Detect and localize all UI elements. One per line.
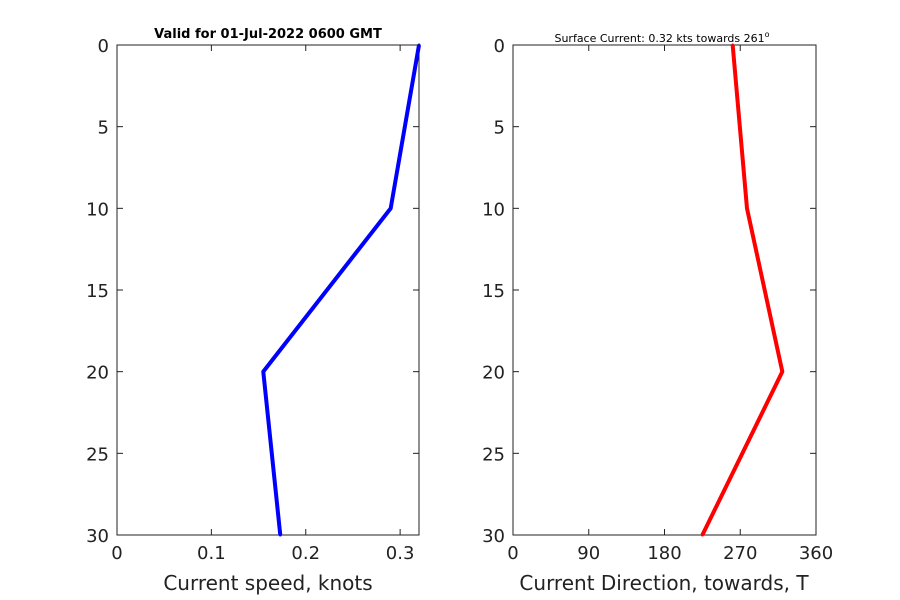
direction-y-tick-label: 0: [494, 36, 505, 57]
direction-y-tick-label: 20: [482, 363, 505, 384]
direction-x-ticks: 0 90 180 270 360: [507, 45, 833, 564]
direction-data-point: [731, 43, 735, 47]
speed-y-tick-label: 20: [86, 363, 109, 384]
surface-current-title-text: Surface Current: 0.32 kts towards 261: [554, 32, 764, 45]
speed-marks: [261, 43, 421, 537]
speed-y-tick-label: 10: [86, 199, 109, 220]
speed-x-tick-label: 0.2: [291, 543, 320, 564]
direction-y-tick-label: 30: [482, 526, 505, 547]
direction-data-point: [780, 370, 784, 374]
speed-profile-panel: 0 0.1 0.2 0.3 0 5 10 15 20 25 30 Valid for 01-Jul…: [86, 27, 421, 595]
direction-profile-panel: 0 90 180 270 360 0 5 10 15 20 25 30 Surface Curren…: [482, 30, 833, 595]
direction-data-point: [745, 206, 749, 210]
direction-x-tick-label: 0: [507, 543, 518, 564]
speed-y-tick-label: 15: [86, 281, 109, 302]
direction-y-tick-label: 5: [494, 118, 505, 139]
direction-plot-area: [512, 44, 817, 536]
speed-y-tick-label: 25: [86, 444, 109, 465]
direction-profile-line: [700, 44, 785, 536]
speed-profile-line: [261, 44, 421, 536]
direction-y-tick-label: 25: [482, 444, 505, 465]
speed-y-tick-label: 0: [98, 36, 109, 57]
speed-x-tick-label: 0.1: [197, 543, 226, 564]
direction-x-tick-label: 270: [723, 543, 757, 564]
direction-marks: [700, 43, 785, 537]
direction-x-tick-label: 180: [647, 543, 681, 564]
surface-current-title: Surface Current: 0.32 kts towards 261o: [554, 30, 769, 45]
speed-x-axis-label: Current speed, knots: [163, 571, 372, 595]
degree-symbol: o: [765, 30, 770, 39]
direction-x-tick-label: 90: [577, 543, 600, 564]
direction-data-point: [700, 533, 704, 537]
direction-y-ticks: 0 5 10 15 20 25 30: [482, 36, 816, 547]
speed-data-point: [261, 370, 265, 374]
speed-y-tick-label: 30: [86, 526, 109, 547]
speed-chart-title: Valid for 01-Jul-2022 0600 GMT: [154, 27, 382, 42]
speed-y-ticks: 0 5 10 15 20 25 30: [86, 36, 419, 547]
direction-y-tick-label: 10: [482, 199, 505, 220]
direction-y-tick-label: 15: [482, 281, 505, 302]
speed-x-tick-label: 0: [111, 543, 122, 564]
speed-data-point: [278, 533, 282, 537]
speed-x-ticks: 0 0.1 0.2 0.3: [111, 45, 414, 564]
speed-data-point: [389, 206, 393, 210]
speed-x-tick-label: 0.3: [386, 543, 415, 564]
speed-plot-area: [116, 44, 420, 536]
direction-x-tick-label: 360: [799, 543, 833, 564]
speed-y-tick-label: 5: [98, 118, 109, 139]
direction-x-axis-label: Current Direction, towards, T: [519, 571, 809, 595]
